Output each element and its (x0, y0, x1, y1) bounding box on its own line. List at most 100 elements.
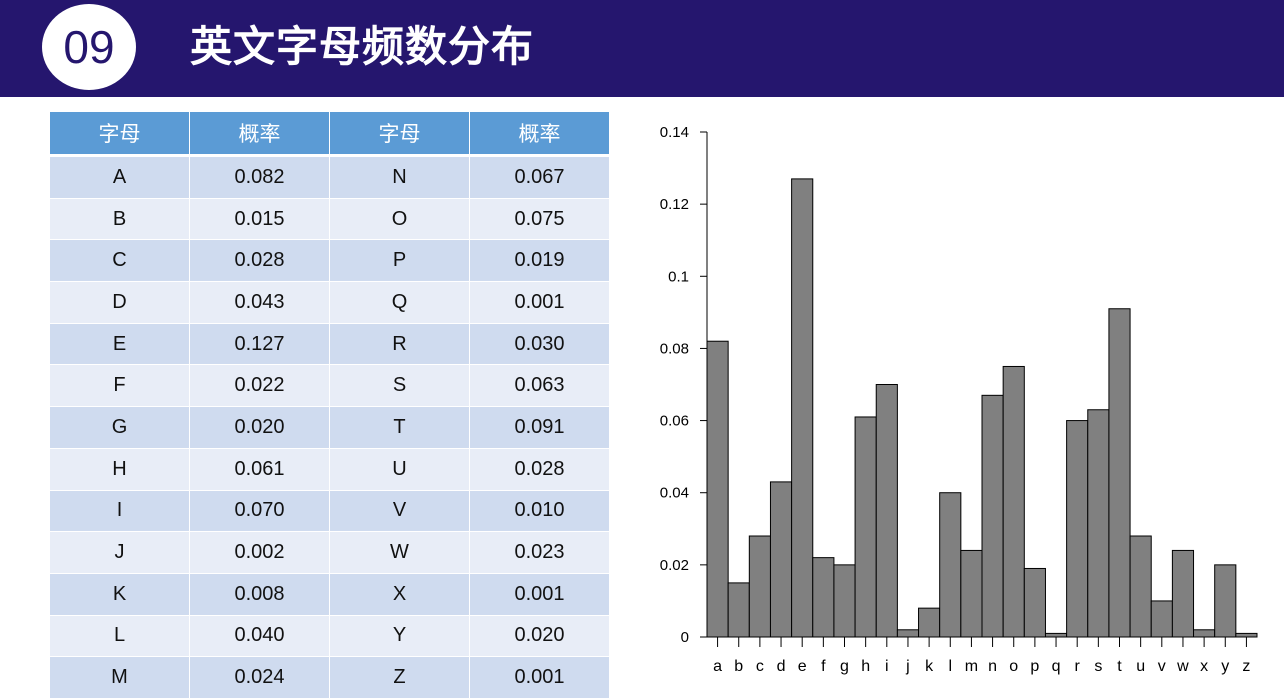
bar-w (1171, 549, 1195, 638)
x-tick-label: n (988, 658, 997, 675)
x-tick-label: p (1030, 658, 1039, 675)
x-tick-label: f (821, 658, 826, 675)
table-row: J 0.002 W 0.023 (49, 531, 610, 574)
cell-letter: F (49, 364, 190, 408)
cell-probability: 0.061 (189, 447, 330, 491)
bar-a (706, 340, 729, 638)
table-row: E 0.127 R 0.030 (49, 322, 610, 366)
cell-probability: 0.002 (189, 531, 330, 574)
table-row: B 0.015 O 0.075 (49, 197, 610, 241)
cell-probability: 0.024 (189, 656, 330, 699)
table-row: D 0.043 Q 0.001 (49, 281, 610, 324)
table-row: C 0.028 P 0.019 (49, 239, 610, 283)
x-tick-label: y (1221, 658, 1229, 675)
cell-letter: K (49, 572, 190, 616)
bar-h (854, 416, 877, 638)
cell-letter: C (49, 239, 190, 283)
cell-probability: 0.030 (469, 322, 610, 366)
cell-probability: 0.070 (189, 489, 330, 533)
bar-n (981, 394, 1004, 638)
x-tick-label: o (1009, 658, 1018, 675)
cell-probability: 0.040 (189, 614, 330, 658)
cell-letter: A (49, 155, 190, 199)
y-tick-label: 0.08 (660, 340, 689, 357)
cell-letter: O (329, 197, 470, 241)
cell-probability: 0.001 (469, 656, 610, 699)
bar-d (769, 481, 793, 638)
x-tick-label: s (1094, 658, 1102, 675)
column-header-letter: 字母 (49, 111, 190, 157)
cell-letter: Q (329, 281, 470, 324)
x-tick-label: j (905, 658, 910, 675)
cell-probability: 0.001 (469, 281, 610, 324)
bar-j (896, 629, 920, 638)
bar-s (1087, 409, 1110, 638)
cell-letter: X (329, 572, 470, 616)
bar-b (727, 582, 750, 638)
table-row: M 0.024 Z 0.001 (49, 656, 610, 699)
cell-letter: W (329, 531, 470, 574)
cell-probability: 0.063 (469, 364, 610, 408)
bar-y (1214, 564, 1237, 638)
bar-z (1235, 632, 1258, 638)
x-tick-label: r (1075, 658, 1081, 675)
cell-letter: R (329, 322, 470, 366)
cell-probability: 0.022 (189, 364, 330, 408)
cell-letter: E (49, 322, 190, 366)
cell-probability: 0.010 (469, 489, 610, 533)
x-tick-label: c (756, 658, 764, 675)
x-tick-label: m (965, 658, 978, 675)
column-header-letter: 字母 (329, 111, 470, 157)
x-tick-label: h (861, 658, 870, 675)
cell-letter: H (49, 447, 190, 491)
cell-letter: I (49, 489, 190, 533)
cell-letter: T (329, 406, 470, 449)
cell-letter: Y (329, 614, 470, 658)
column-header-probability: 概率 (189, 111, 330, 157)
y-tick-label: 0.14 (660, 124, 689, 141)
cell-probability: 0.067 (469, 155, 610, 199)
x-tick-label: t (1117, 658, 1122, 675)
cell-probability: 0.001 (469, 572, 610, 616)
table-row: F 0.022 S 0.063 (49, 364, 610, 408)
y-tick-label: 0.02 (660, 557, 689, 574)
bar-p (1023, 567, 1046, 638)
header-bar: 09 英文字母频数分布 (0, 0, 1284, 97)
cell-probability: 0.043 (189, 281, 330, 324)
cell-letter: G (49, 406, 190, 449)
bar-c (748, 535, 771, 638)
cell-letter: J (49, 531, 190, 574)
bar-o (1002, 365, 1025, 638)
cell-letter: S (329, 364, 470, 408)
cell-probability: 0.127 (189, 322, 330, 366)
bar-x (1193, 629, 1216, 638)
cell-probability: 0.015 (189, 197, 330, 241)
table-row: L 0.040 Y 0.020 (49, 614, 610, 658)
bar-e (791, 178, 814, 638)
bar-i (875, 384, 898, 638)
y-tick-label: 0.12 (660, 196, 689, 213)
bar-r (1066, 420, 1089, 638)
cell-letter: Z (329, 656, 470, 699)
cell-probability: 0.091 (469, 406, 610, 449)
bar-v (1150, 600, 1173, 638)
x-tick-label: u (1136, 658, 1145, 675)
cell-letter: N (329, 155, 470, 199)
table-header-row: 字母 概率 字母 概率 (49, 111, 610, 157)
x-tick-label: x (1200, 658, 1208, 675)
cell-probability: 0.019 (469, 239, 610, 283)
column-header-probability: 概率 (469, 111, 610, 157)
table-row: K 0.008 X 0.001 (49, 572, 610, 616)
x-tick-label: z (1242, 658, 1250, 675)
y-tick-label: 0 (681, 629, 689, 646)
bar-k (918, 607, 941, 638)
x-tick-label: w (1176, 658, 1189, 675)
cell-letter: D (49, 281, 190, 324)
table-body: A 0.082 N 0.067 B 0.015 O 0.075 C 0.028 P 0.019 D 0.0… (49, 155, 610, 699)
bar-m (960, 549, 983, 638)
cell-probability: 0.008 (189, 572, 330, 616)
y-tick-label: 0.06 (660, 413, 689, 430)
x-tick-label: e (798, 658, 807, 675)
y-tick-label: 0.1 (668, 268, 689, 285)
x-tick-label: k (925, 658, 934, 675)
